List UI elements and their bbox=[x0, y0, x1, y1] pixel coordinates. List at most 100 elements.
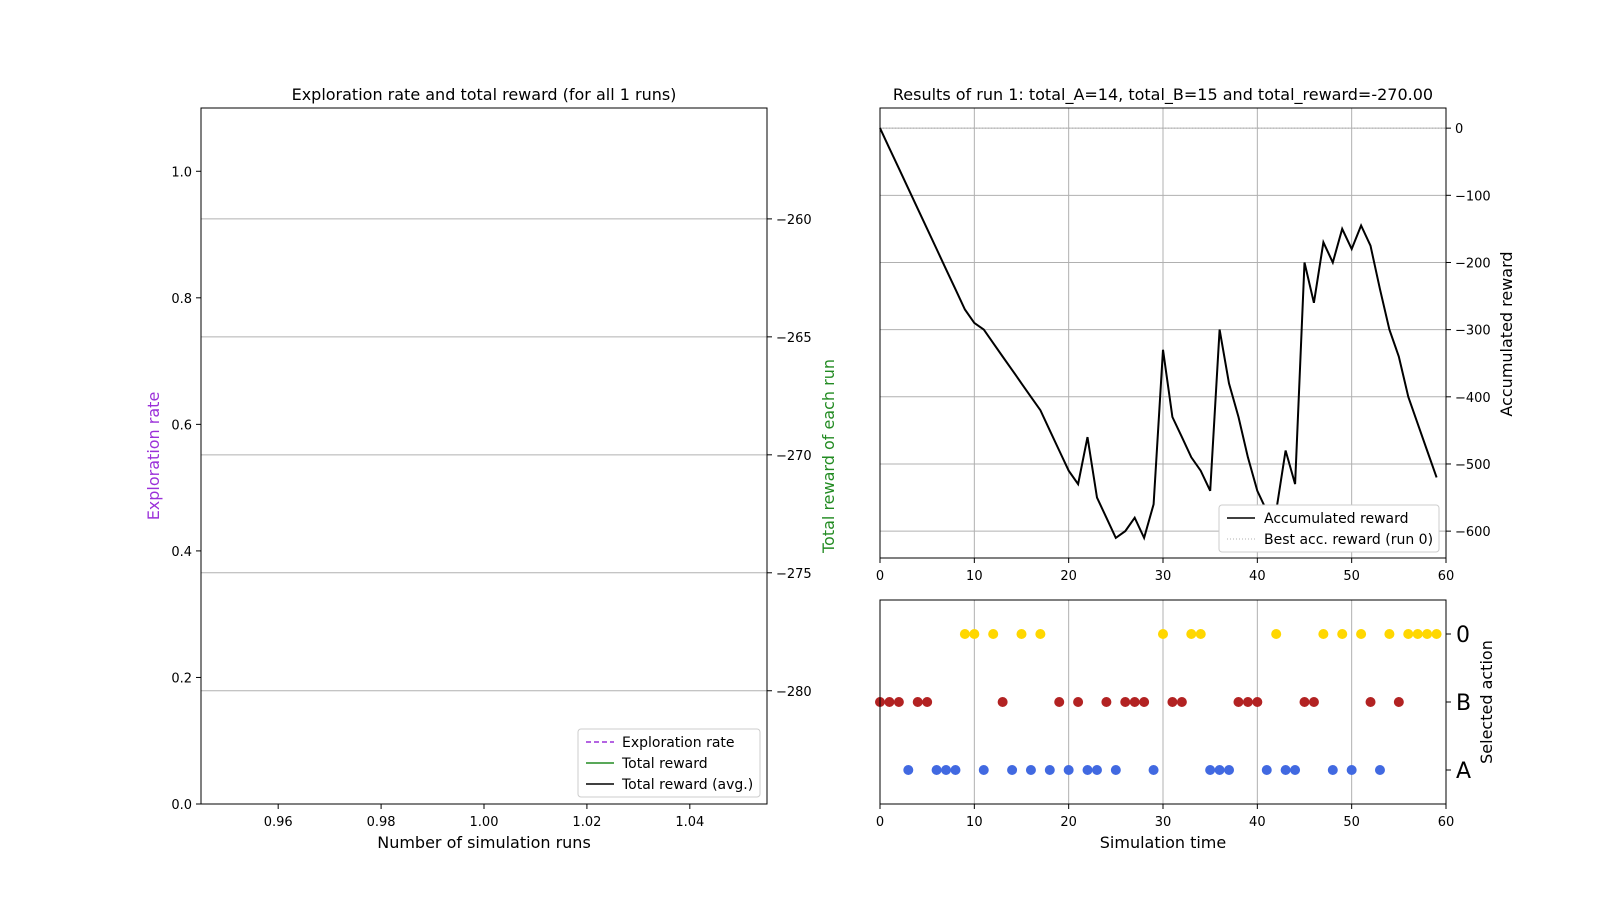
action-point-a bbox=[1214, 765, 1225, 775]
left-x-tick-label: 0.96 bbox=[264, 815, 293, 830]
br-x-tick-label: 20 bbox=[1060, 815, 1077, 830]
action-point-b bbox=[1308, 697, 1319, 707]
br-y-axis-label: Selected action bbox=[1477, 640, 1496, 764]
action-point-zero bbox=[988, 629, 999, 639]
left-y-tick-label: 1.0 bbox=[171, 165, 192, 180]
br-x-tick-label: 10 bbox=[966, 815, 983, 830]
action-point-b bbox=[1129, 697, 1140, 707]
tr-y-tick-label: −100 bbox=[1455, 189, 1491, 204]
legend-total-reward-label: Total reward bbox=[621, 756, 708, 772]
accumulated-reward-line bbox=[879, 127, 1438, 541]
tr-y-ticks: 0 −100 −200 −300 −400 −500 −600 bbox=[1446, 122, 1491, 540]
action-point-zero bbox=[1271, 629, 1282, 639]
action-point-a bbox=[903, 765, 914, 775]
action-point-b bbox=[1393, 697, 1404, 707]
action-point-b bbox=[912, 697, 923, 707]
legend-avg-reward-label: Total reward (avg.) bbox=[621, 777, 753, 793]
action-point-b bbox=[997, 697, 1008, 707]
selected-action-chart: Simulation time Selected action 0 10 20 30 4… bbox=[875, 599, 1496, 852]
br-x-tick-label: 60 bbox=[1438, 815, 1455, 830]
action-point-b bbox=[1299, 697, 1310, 707]
tr-x-tick-label: 10 bbox=[966, 569, 983, 584]
left-y-tick-label: 0.2 bbox=[171, 671, 192, 686]
left-legend-box bbox=[577, 728, 761, 798]
action-point-zero bbox=[1318, 629, 1329, 639]
action-point-a bbox=[1091, 765, 1102, 775]
action-point-a bbox=[1374, 765, 1385, 775]
legend-exploration-label: Exploration rate bbox=[622, 735, 735, 751]
tr-x-tick-label: 20 bbox=[1060, 569, 1077, 584]
br-x-axis-label: Simulation time bbox=[1100, 833, 1226, 852]
action-point-zero bbox=[1337, 629, 1348, 639]
left-right-y-tick-label: −280 bbox=[776, 685, 812, 700]
left-x-ticks: 0.96 0.98 1.00 1.02 1.04 bbox=[264, 804, 704, 830]
action-point-zero bbox=[1186, 629, 1197, 639]
tr-y-tick-label: −400 bbox=[1455, 391, 1491, 406]
br-x-tick-label: 50 bbox=[1343, 815, 1360, 830]
legend-best-label: Best acc. reward (run 0) bbox=[1264, 532, 1433, 548]
br-x-tick-label: 40 bbox=[1249, 815, 1266, 830]
left-y-tick-label: 0.6 bbox=[171, 418, 192, 433]
action-point-b bbox=[1101, 697, 1112, 707]
left-right-y-tick-label: −260 bbox=[776, 213, 812, 228]
exploration-reward-chart: Exploration rate and total reward (for a… bbox=[144, 85, 838, 852]
br-y-tick-label: A bbox=[1456, 759, 1471, 784]
action-point-a bbox=[978, 765, 989, 775]
left-x-tick-label: 1.02 bbox=[572, 815, 601, 830]
action-point-zero bbox=[1035, 629, 1046, 639]
action-point-b bbox=[1054, 697, 1065, 707]
br-x-ticks: 0 10 20 30 40 50 60 bbox=[876, 804, 1454, 830]
left-x-tick-label: 1.00 bbox=[470, 815, 499, 830]
br-points bbox=[875, 629, 1442, 775]
left-y-tick-label: 0.0 bbox=[171, 798, 192, 813]
action-point-a bbox=[1224, 765, 1235, 775]
br-y-tick-label: B bbox=[1456, 691, 1471, 716]
action-point-a bbox=[1327, 765, 1338, 775]
action-point-a bbox=[931, 765, 942, 775]
action-point-zero bbox=[1356, 629, 1367, 639]
action-point-b bbox=[922, 697, 933, 707]
tr-x-tick-label: 60 bbox=[1438, 569, 1455, 584]
tr-y-tick-label: −300 bbox=[1455, 324, 1491, 339]
left-chart-title: Exploration rate and total reward (for a… bbox=[292, 85, 677, 104]
tr-y-tick-label: 0 bbox=[1455, 122, 1463, 137]
action-point-a bbox=[950, 765, 961, 775]
action-point-a bbox=[1007, 765, 1018, 775]
tr-y-tick-label: −500 bbox=[1455, 458, 1491, 473]
tr-x-ticks: 0 10 20 30 40 50 60 bbox=[876, 558, 1454, 584]
action-point-b bbox=[1233, 697, 1244, 707]
tr-y-tick-label: −200 bbox=[1455, 256, 1491, 271]
tr-series bbox=[879, 127, 1446, 541]
action-point-zero bbox=[1195, 629, 1206, 639]
action-point-a bbox=[1280, 765, 1291, 775]
legend-accumulated-label: Accumulated reward bbox=[1264, 511, 1409, 527]
action-point-a bbox=[1110, 765, 1121, 775]
accumulated-reward-chart: Results of run 1: total_A=14, total_B=15… bbox=[876, 85, 1516, 584]
action-point-a bbox=[1148, 765, 1159, 775]
tr-legend: Accumulated reward Best acc. reward (run… bbox=[1218, 504, 1440, 553]
left-gridlines bbox=[201, 218, 767, 692]
action-point-b bbox=[1120, 697, 1131, 707]
action-point-b bbox=[1073, 697, 1084, 707]
tr-chart-title: Results of run 1: total_A=14, total_B=15… bbox=[893, 85, 1433, 105]
action-point-b bbox=[1252, 697, 1263, 707]
action-point-zero bbox=[1158, 629, 1168, 639]
br-x-tick-label: 30 bbox=[1155, 815, 1172, 830]
action-point-a bbox=[941, 765, 952, 775]
left-legend: Exploration rate Total reward Total rewa… bbox=[577, 728, 761, 798]
action-point-zero bbox=[1412, 629, 1423, 639]
action-point-a bbox=[1261, 765, 1272, 775]
left-right-y-ticks: −260 −265 −270 −275 −280 bbox=[767, 213, 812, 700]
action-point-zero bbox=[1431, 629, 1442, 639]
br-y-tick-label: 0 bbox=[1456, 623, 1470, 648]
left-right-y-tick-label: −265 bbox=[776, 331, 812, 346]
action-point-b bbox=[884, 697, 895, 707]
action-point-a bbox=[1205, 765, 1216, 775]
left-x-tick-label: 1.04 bbox=[675, 815, 704, 830]
tr-legend-box bbox=[1218, 504, 1440, 553]
left-x-axis-label: Number of simulation runs bbox=[377, 833, 591, 852]
left-y-tick-label: 0.8 bbox=[171, 292, 192, 307]
action-point-b bbox=[1242, 697, 1253, 707]
left-right-y-tick-label: −270 bbox=[776, 449, 812, 464]
